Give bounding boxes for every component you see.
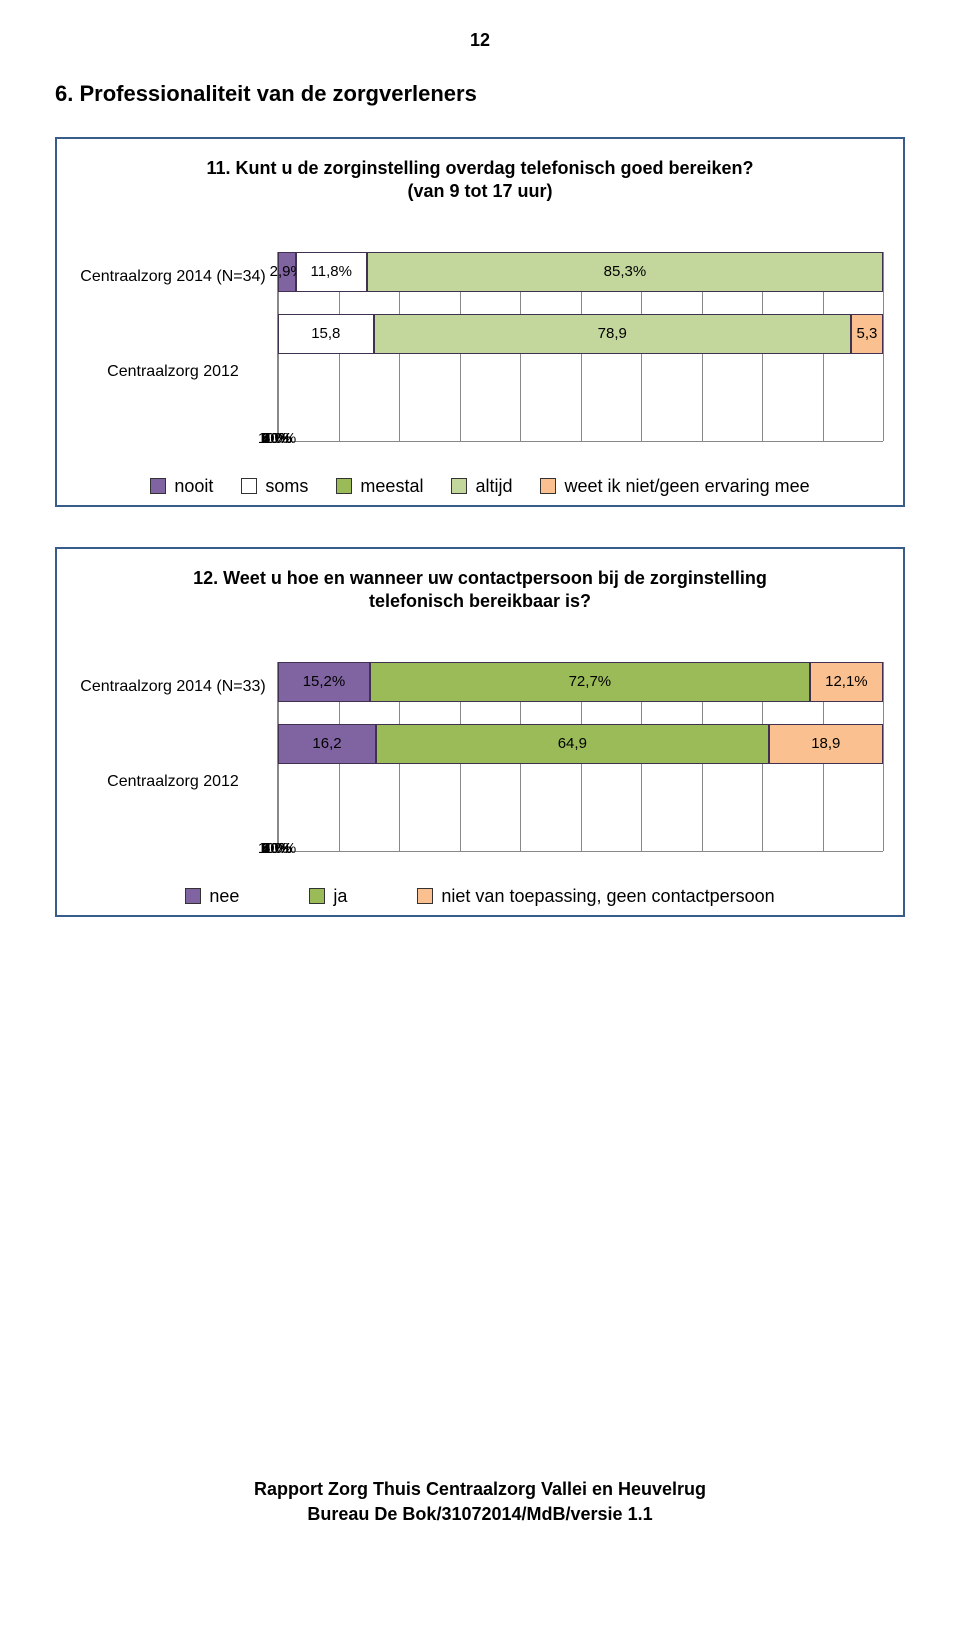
legend-item: nee — [185, 886, 239, 907]
legend-swatch — [309, 888, 325, 904]
section-title: 6. Professionaliteit van de zorgverlener… — [55, 81, 905, 107]
chart-11-plot-area: 2,9%11,8%85,3% 15,878,95,3 — [277, 230, 883, 420]
legend-swatch — [241, 478, 257, 494]
legend-label: weet ik niet/geen ervaring mee — [564, 476, 809, 497]
bar-segment: 18,9 — [769, 724, 883, 764]
legend-item: niet van toepassing, geen contactpersoon — [417, 886, 774, 907]
gridline — [883, 662, 884, 851]
chart-11-bar-row1: 2,9%11,8%85,3% — [278, 252, 883, 292]
page-number: 12 — [55, 30, 905, 51]
x-tick: 100% — [258, 430, 296, 447]
chart-12-bar-row1: 15,2%72,7%12,1% — [278, 662, 883, 702]
x-tick: 100% — [258, 840, 296, 857]
legend-label: soms — [265, 476, 308, 497]
gridline — [883, 252, 884, 441]
bar-segment: 15,8 — [278, 314, 374, 354]
chart-11-legend: nooit soms meestal altijd weet ik niet/geen … — [77, 476, 883, 497]
chart-12-plot: Centraalzorg 2014 (N=33) Centraalzorg 20… — [77, 640, 883, 830]
legend-item: ja — [309, 886, 347, 907]
footer-line2: Bureau De Bok/31072014/MdB/versie 1.1 — [55, 1502, 905, 1527]
legend-swatch — [540, 478, 556, 494]
legend-swatch — [336, 478, 352, 494]
legend-label: nee — [209, 886, 239, 907]
chart-12-row2-label: Centraalzorg 2012 — [107, 773, 239, 791]
page: 12 6. Professionaliteit van de zorgverle… — [0, 0, 960, 1527]
legend-swatch — [150, 478, 166, 494]
bar-segment: 85,3% — [367, 252, 883, 292]
chart-11-title-line1: 11. Kunt u de zorginstelling overdag tel… — [77, 157, 883, 180]
chart-12-frame: 15,2%72,7%12,1% 16,264,918,9 — [277, 662, 883, 852]
chart-11-frame: 2,9%11,8%85,3% 15,878,95,3 — [277, 252, 883, 442]
legend-swatch — [185, 888, 201, 904]
chart-12-row1-label: Centraalzorg 2014 (N=33) — [80, 678, 265, 696]
bar-segment: 2,9% — [278, 252, 296, 292]
chart-12-title-line1: 12. Weet u hoe en wanneer uw contactpers… — [77, 567, 883, 590]
chart-12-xaxis: 0%10%20%30%40%50%60%70%80%90%100% — [277, 838, 883, 858]
chart-11-title-line2: (van 9 tot 17 uur) — [77, 180, 883, 203]
bar-segment: 5,3 — [851, 314, 883, 354]
chart-12-legend: nee ja niet van toepassing, geen contactpe… — [77, 886, 883, 907]
legend-label: ja — [333, 886, 347, 907]
legend-swatch — [451, 478, 467, 494]
legend-label: niet van toepassing, geen contactpersoon — [441, 886, 774, 907]
chart-12: 12. Weet u hoe en wanneer uw contactpers… — [55, 547, 905, 917]
bar-segment: 16,2 — [278, 724, 376, 764]
legend-item: weet ik niet/geen ervaring mee — [540, 476, 809, 497]
chart-11-row2-label: Centraalzorg 2012 — [107, 363, 239, 381]
legend-item: altijd — [451, 476, 512, 497]
chart-12-title: 12. Weet u hoe en wanneer uw contactpers… — [77, 567, 883, 614]
bar-segment: 64,9 — [376, 724, 769, 764]
legend-label: nooit — [174, 476, 213, 497]
chart-12-bar-row2: 16,264,918,9 — [278, 724, 883, 764]
bar-segment: 15,2% — [278, 662, 370, 702]
legend-swatch — [417, 888, 433, 904]
footer-line1: Rapport Zorg Thuis Centraalzorg Vallei e… — [55, 1477, 905, 1502]
bar-segment: 11,8% — [296, 252, 367, 292]
bar-segment: 78,9 — [374, 314, 851, 354]
chart-11: 11. Kunt u de zorginstelling overdag tel… — [55, 137, 905, 507]
chart-11-title: 11. Kunt u de zorginstelling overdag tel… — [77, 157, 883, 204]
legend-label: meestal — [360, 476, 423, 497]
bar-segment: 72,7% — [370, 662, 810, 702]
legend-item: soms — [241, 476, 308, 497]
legend-item: meestal — [336, 476, 423, 497]
chart-11-xaxis: 0%10%20%30%40%50%60%70%80%90%100% — [277, 428, 883, 448]
chart-12-plot-area: 15,2%72,7%12,1% 16,264,918,9 — [277, 640, 883, 830]
footer: Rapport Zorg Thuis Centraalzorg Vallei e… — [55, 1477, 905, 1527]
chart-12-title-line2: telefonisch bereikbaar is? — [77, 590, 883, 613]
chart-11-plot: Centraalzorg 2014 (N=34) Centraalzorg 20… — [77, 230, 883, 420]
legend-item: nooit — [150, 476, 213, 497]
bar-segment: 12,1% — [810, 662, 883, 702]
chart-11-bar-row2: 15,878,95,3 — [278, 314, 883, 354]
legend-label: altijd — [475, 476, 512, 497]
chart-11-row1-label: Centraalzorg 2014 (N=34) — [80, 268, 265, 286]
